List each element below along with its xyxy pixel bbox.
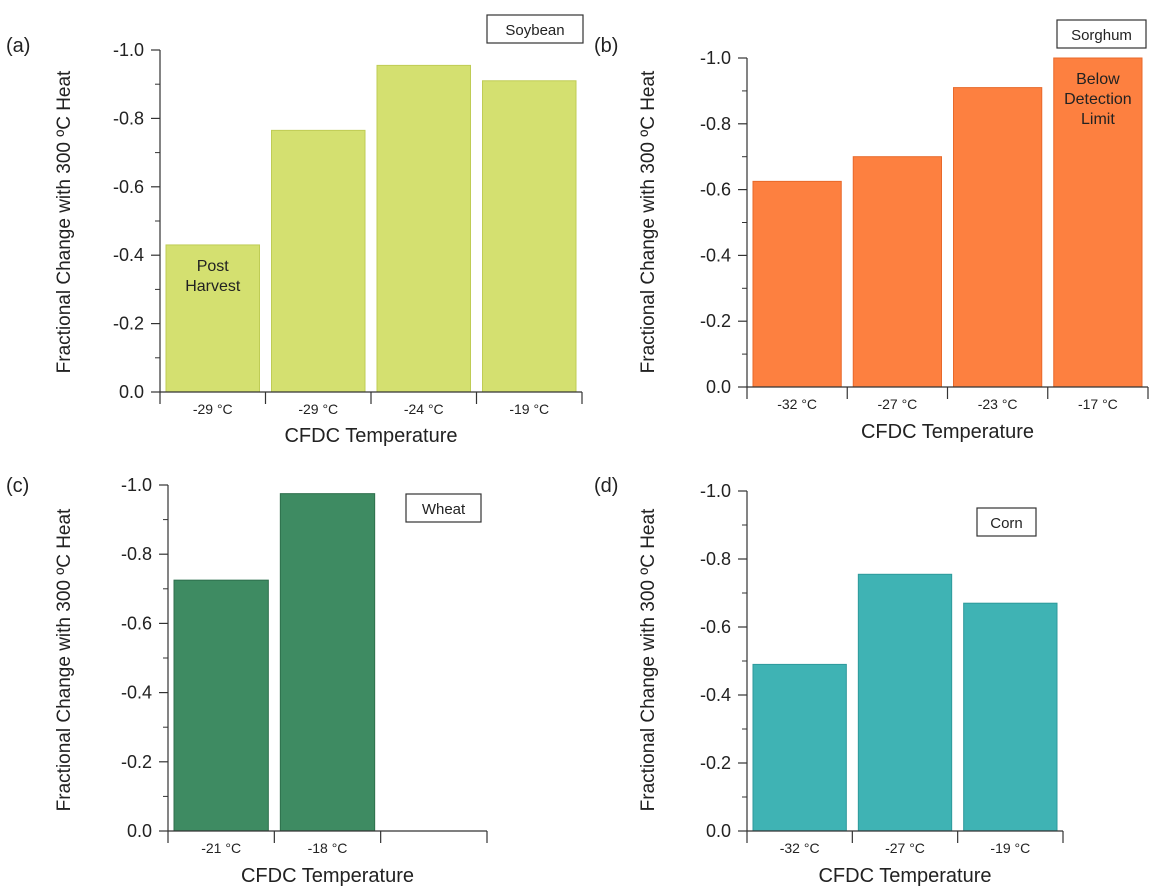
x-tick-label: -23 °C [978, 396, 1018, 412]
y-tick-label: -0.2 [121, 752, 152, 772]
bar-annotation: Harvest [185, 278, 241, 295]
bar-annotation: Limit [1081, 111, 1115, 128]
x-axis-label: CFDC Temperature [241, 865, 414, 887]
crop-label: Corn [990, 515, 1023, 532]
x-tick-label: -19 °C [990, 840, 1030, 856]
panel-label: (d) [594, 475, 618, 497]
y-tick-label: -0.8 [700, 549, 731, 569]
y-tick-label: -0.2 [700, 753, 731, 773]
x-axis-label: CFDC Temperature [818, 865, 991, 887]
y-tick-label: -0.8 [700, 114, 731, 134]
y-axis-label: Fractional Change with 300 ºC Heat [638, 70, 659, 373]
bar [173, 579, 269, 832]
bar [279, 493, 376, 832]
panel-label: (c) [6, 475, 29, 497]
x-tick-label: -24 °C [404, 401, 444, 417]
x-tick-label: -32 °C [780, 840, 820, 856]
bar [752, 180, 842, 388]
panel-label: (b) [594, 35, 618, 57]
y-axis-label: Fractional Change with 300 ºC Heat [54, 508, 75, 811]
crop-label-box [486, 14, 584, 44]
bar [852, 156, 942, 388]
y-tick-label: -0.4 [700, 245, 731, 265]
bar-annotation: Post [197, 258, 230, 275]
y-tick-label: 0.0 [706, 377, 731, 397]
y-tick-label: -0.4 [121, 683, 152, 703]
chart-panel-4: (d) Fractional Change with 300 ºC Heat CFD… [594, 475, 1064, 887]
bar [376, 64, 471, 393]
y-tick-label: -1.0 [121, 475, 152, 495]
crop-label: Sorghum [1071, 27, 1132, 44]
x-axis-label: CFDC Temperature [861, 421, 1034, 443]
bar [963, 602, 1058, 832]
bar [271, 129, 366, 393]
panel-label: (a) [6, 35, 30, 57]
crop-label-box [976, 507, 1037, 537]
bar-annotation: Detection [1064, 91, 1132, 108]
bar [165, 244, 260, 393]
y-axis-label: Fractional Change with 300 ºC Heat [54, 70, 75, 373]
bar [1053, 57, 1143, 388]
y-tick-label: -0.2 [700, 311, 731, 331]
y-tick-label: -0.8 [113, 108, 144, 128]
chart-panel-3: (c) Fractional Change with 300 ºC Heat CFD… [6, 475, 488, 887]
bar-annotation: Below [1076, 71, 1120, 88]
x-tick-label: -19 °C [509, 401, 549, 417]
y-tick-label: 0.0 [119, 382, 144, 402]
y-tick-label: 0.0 [127, 821, 152, 841]
x-tick-label: -27 °C [885, 840, 925, 856]
y-tick-label: -0.6 [700, 180, 731, 200]
crop-label: Wheat [422, 501, 466, 518]
crop-label-box [405, 493, 482, 523]
bar [857, 573, 953, 832]
crop-label-box [1056, 19, 1147, 49]
bar [752, 663, 847, 832]
y-tick-label: -0.6 [121, 613, 152, 633]
y-tick-label: -0.8 [121, 544, 152, 564]
y-tick-label: -0.2 [113, 314, 144, 334]
x-tick-label: -17 °C [1078, 396, 1118, 412]
y-tick-label: -1.0 [700, 481, 731, 501]
y-tick-label: -0.6 [113, 177, 144, 197]
y-tick-label: -0.4 [113, 245, 144, 265]
x-tick-label: -27 °C [877, 396, 917, 412]
y-tick-label: 0.0 [706, 821, 731, 841]
x-tick-label: -18 °C [308, 840, 348, 856]
y-tick-label: -1.0 [700, 48, 731, 68]
x-axis-label: CFDC Temperature [284, 425, 457, 447]
x-tick-label: -29 °C [298, 401, 338, 417]
y-tick-label: -0.4 [700, 685, 731, 705]
x-tick-label: -32 °C [777, 396, 817, 412]
chart-panel-1: (a) Fractional Change with 300 ºC Heat CFD… [6, 14, 584, 447]
y-axis-label: Fractional Change with 300 ºC Heat [638, 508, 659, 811]
x-tick-label: -29 °C [193, 401, 233, 417]
bar [482, 80, 577, 393]
chart-panel-2: (b) Fractional Change with 300 ºC Heat CFD… [594, 19, 1149, 443]
y-tick-label: -0.6 [700, 617, 731, 637]
x-tick-label: -21 °C [201, 840, 241, 856]
y-tick-label: -1.0 [113, 40, 144, 60]
crop-label: Soybean [505, 22, 564, 39]
bar [953, 87, 1043, 388]
